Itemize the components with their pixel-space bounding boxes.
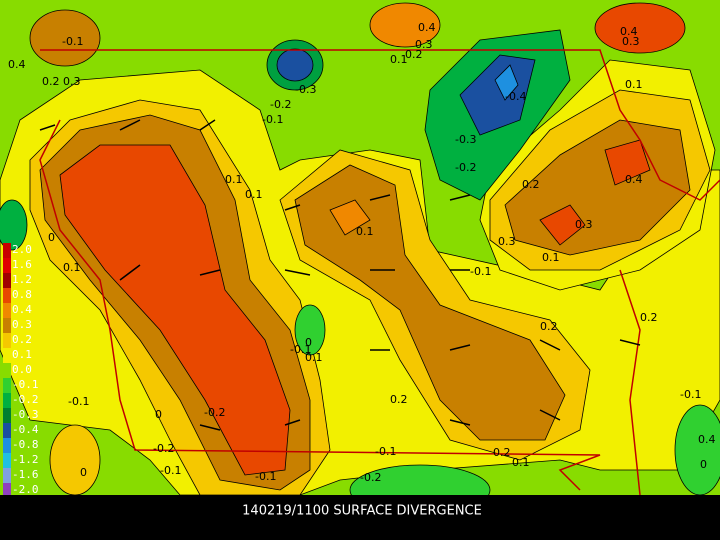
contour-label: 0.4 bbox=[625, 173, 643, 186]
contour-label: 0.3 bbox=[415, 38, 433, 51]
colorbar-label: -0.2 bbox=[12, 393, 39, 406]
contour-label: -0.1 bbox=[160, 464, 181, 477]
colorbar-swatch bbox=[3, 348, 11, 363]
contour-label: 0.1 bbox=[63, 261, 81, 274]
colorbar-swatch bbox=[3, 438, 11, 453]
contour-label: -0.3 bbox=[455, 133, 476, 146]
colorbar-swatch bbox=[3, 453, 11, 468]
contour-label: -0.1 bbox=[375, 445, 396, 458]
contour-label: -0.1 bbox=[68, 395, 89, 408]
contour-label: 0.1 bbox=[390, 53, 408, 66]
contour-label: 0 bbox=[80, 466, 87, 479]
contour-label: 0.3 bbox=[622, 35, 640, 48]
contour-label: 0.2 bbox=[522, 178, 540, 191]
colorbar-label: -0.1 bbox=[12, 378, 39, 391]
contour-label: 0.2 bbox=[493, 446, 511, 459]
colorbar-swatch bbox=[3, 318, 11, 333]
boundaries bbox=[39, 49, 720, 496]
contour-label: -0.2 bbox=[270, 98, 291, 111]
contour-label: 0.4 bbox=[698, 433, 716, 446]
colorbar-label: 1.2 bbox=[12, 273, 32, 286]
colorbar-swatch bbox=[3, 258, 11, 273]
colorbar-swatch bbox=[3, 483, 11, 498]
colorbar-label: 2.0 bbox=[12, 243, 32, 256]
contour-label: -0.1 bbox=[680, 388, 701, 401]
caption-bar bbox=[0, 495, 720, 540]
contour-label: -0.1 bbox=[255, 470, 276, 483]
colorbar-swatch bbox=[3, 303, 11, 318]
colorbar-swatch bbox=[3, 363, 11, 378]
colorbar-label: 0.3 bbox=[12, 318, 32, 331]
contour-fills bbox=[0, 2, 720, 516]
contour-label: 0.1 bbox=[542, 251, 560, 264]
colorbar: 2.0 1.6 1.2 0.8 0.4 0.3 0.2 0.1 0.0 -0.1 -0.2 -0.3 -… bbox=[3, 243, 39, 498]
contour-label: 0.4 bbox=[418, 21, 436, 34]
colorbar-swatch bbox=[3, 393, 11, 408]
colorbar-label: -2.0 bbox=[12, 483, 39, 496]
contour-label: -0.1 bbox=[290, 343, 311, 356]
contour-label: 0.3 bbox=[63, 75, 81, 88]
colorbar-label: 0.2 bbox=[12, 333, 32, 346]
contour-label: 0.1 bbox=[512, 456, 530, 469]
contour-label: 0.3 bbox=[575, 218, 593, 231]
contour-label: 0.2 bbox=[42, 75, 60, 88]
colorbar-label: 0.8 bbox=[12, 288, 32, 301]
contour-label: -0.2 bbox=[204, 406, 225, 419]
contour-label: 0.1 bbox=[356, 225, 374, 238]
colorbar-swatch bbox=[3, 468, 11, 483]
colorbar-label: 1.6 bbox=[12, 258, 32, 271]
colorbar-label: 0.4 bbox=[12, 303, 32, 316]
contour-label: 0.1 bbox=[225, 173, 243, 186]
contour-label: 0.2 bbox=[405, 48, 423, 61]
contour-label: 0 bbox=[700, 458, 707, 471]
contour-label: -0.1 bbox=[62, 35, 83, 48]
colorbar-label: -1.2 bbox=[12, 453, 39, 466]
contour-label: 0.3 bbox=[498, 235, 516, 248]
colorbar-label: 0.1 bbox=[12, 348, 32, 361]
contour-label: 0.4 bbox=[620, 25, 638, 38]
contour-label: 0.1 bbox=[305, 351, 323, 364]
colorbar-swatch bbox=[3, 408, 11, 423]
colorbar-swatch bbox=[3, 273, 11, 288]
colorbar-label: -0.4 bbox=[12, 423, 39, 436]
colorbar-swatch bbox=[3, 423, 11, 438]
contour-label: -0.3 bbox=[295, 83, 316, 96]
contour-label: -0.2 bbox=[360, 471, 381, 484]
caption: 140219/1100 SURFACE DIVERGENCE bbox=[242, 504, 482, 519]
contour-label: 0.2 bbox=[540, 320, 558, 333]
contour-label: 0.1 bbox=[625, 78, 643, 91]
contour-label: 0.2 bbox=[390, 393, 408, 406]
contour-label: -0.1 bbox=[470, 265, 491, 278]
colorbar-label: -0.3 bbox=[12, 408, 39, 421]
colorbar-label: -0.8 bbox=[12, 438, 39, 451]
contour-label: 0 bbox=[305, 336, 312, 349]
colorbar-label: -1.6 bbox=[12, 468, 39, 481]
colorbar-swatch bbox=[3, 378, 11, 393]
colorbar-swatch bbox=[3, 243, 11, 258]
contour-label: -0.4 bbox=[505, 90, 526, 103]
colorbar-swatch bbox=[3, 288, 11, 303]
colorbar-swatch bbox=[3, 333, 11, 348]
wind-barbs bbox=[39, 119, 641, 431]
contour-label: 0.4 bbox=[8, 58, 26, 71]
contour-label: -0.2 bbox=[455, 161, 476, 174]
contour-label: -0.2 bbox=[153, 442, 174, 455]
colorbar-label: 0.0 bbox=[12, 363, 32, 376]
contour-labels: 0.4-0.10.2 0.30.40.30.20.10.40.3-0.3-0.2-… bbox=[8, 21, 716, 484]
contour-label: 0 bbox=[48, 231, 55, 244]
contour-label: 0.1 bbox=[245, 188, 263, 201]
contour-label: -0.1 bbox=[262, 113, 283, 126]
contour-label: 0.2 bbox=[640, 311, 658, 324]
contour-label: 0 bbox=[155, 408, 162, 421]
